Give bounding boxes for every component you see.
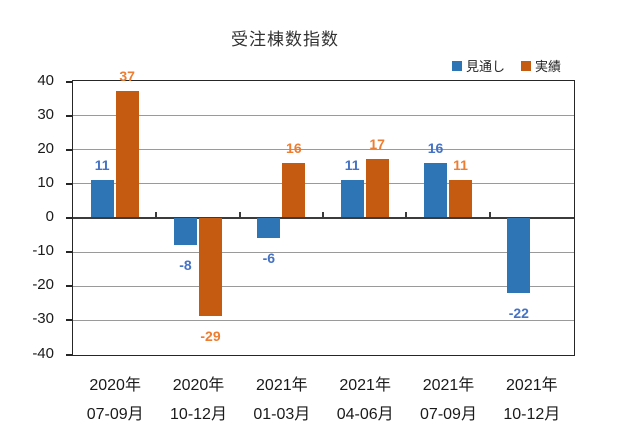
bar-actual-1 bbox=[199, 217, 222, 317]
x-axis-label-line: 10-12月 bbox=[503, 406, 561, 423]
category-tick-mark bbox=[405, 211, 408, 217]
y-axis-tick-mark bbox=[66, 353, 72, 356]
bar-actual-4 bbox=[449, 179, 472, 218]
actual-swatch-icon bbox=[521, 60, 532, 71]
bar-value-label-forecast-0: 11 bbox=[94, 156, 110, 173]
bar-forecast-0 bbox=[90, 179, 114, 218]
bar-forecast-1 bbox=[174, 217, 197, 245]
x-axis-category-label: 2021年 10-12月 bbox=[477, 371, 587, 429]
y-axis-tick-label: -20 bbox=[32, 276, 54, 294]
x-axis-label-line: 07-09月 bbox=[420, 406, 477, 423]
y-axis-tick-label: -10 bbox=[32, 242, 54, 260]
gridline bbox=[73, 115, 574, 116]
x-axis-category-label: 2021年 01-03月 bbox=[227, 371, 337, 429]
y-axis-tick-label: -30 bbox=[32, 310, 54, 328]
y-axis-tick-label: -40 bbox=[32, 344, 54, 362]
forecast-swatch-icon bbox=[452, 60, 462, 71]
legend: 見通し 実績 bbox=[452, 56, 561, 75]
x-axis-label-line: 04-06月 bbox=[336, 406, 394, 423]
legend-label-actual: 実績 bbox=[535, 59, 562, 74]
y-axis-tick-mark bbox=[66, 114, 72, 117]
bar-value-label-actual-2: 16 bbox=[286, 139, 302, 156]
category-tick-mark bbox=[155, 211, 158, 217]
gridline bbox=[73, 252, 574, 253]
y-axis-tick-label: 30 bbox=[37, 105, 54, 123]
x-axis-label-line: 2021年 bbox=[256, 377, 308, 394]
category-tick-mark bbox=[488, 211, 491, 217]
bar-actual-3 bbox=[365, 159, 389, 218]
x-axis-label-line: 2020年 bbox=[89, 377, 141, 394]
y-axis-tick-mark bbox=[66, 217, 72, 219]
y-axis-tick-mark bbox=[66, 148, 72, 151]
chart-title: 受注棟数指数 bbox=[231, 30, 339, 49]
y-axis-tick-mark bbox=[66, 285, 72, 288]
x-axis-label-line: 07-09月 bbox=[86, 406, 144, 423]
category-tick-mark bbox=[238, 211, 241, 217]
bar-value-label-forecast-5: -22 bbox=[508, 304, 529, 321]
y-axis-tick-mark bbox=[66, 319, 72, 322]
x-axis-label-line: 01-03月 bbox=[253, 406, 311, 423]
bar-value-label-forecast-1: -8 bbox=[179, 256, 192, 273]
x-axis-category-label: 2020年 10-12月 bbox=[144, 371, 254, 429]
bar-value-label-actual-0: 37 bbox=[119, 68, 135, 85]
y-axis-tick-label: 40 bbox=[37, 71, 54, 89]
gridline bbox=[73, 320, 574, 321]
y-axis-tick-label: 20 bbox=[37, 139, 54, 157]
bar-value-label-forecast-3: 11 bbox=[344, 156, 360, 173]
gridline bbox=[73, 286, 574, 287]
bar-value-label-forecast-4: 16 bbox=[427, 139, 444, 156]
x-axis-category-label: 2020年 07-09月 bbox=[60, 371, 170, 429]
x-axis-category-label: 2021年 04-06月 bbox=[310, 371, 420, 429]
gridline bbox=[73, 149, 574, 150]
zero-axis-line bbox=[73, 216, 574, 219]
bar-forecast-5 bbox=[507, 217, 531, 293]
x-axis-label-line: 2021年 bbox=[506, 377, 558, 394]
gridline bbox=[73, 183, 574, 184]
x-axis-label-line: 2021年 bbox=[339, 377, 391, 394]
y-axis-tick-mark bbox=[66, 182, 72, 185]
x-axis-label-line: 2020年 bbox=[172, 377, 225, 394]
category-tick-mark bbox=[322, 211, 324, 217]
y-axis-tick-label: 0 bbox=[45, 208, 54, 225]
legend-label-forecast: 見通し bbox=[466, 59, 506, 74]
x-axis-category-label: 2021年 07-09月 bbox=[394, 371, 504, 429]
y-axis-tick-mark bbox=[66, 251, 72, 254]
legend-item-forecast: 見通し bbox=[452, 56, 505, 75]
bar-value-label-actual-4: 11 bbox=[453, 156, 468, 173]
x-axis-label-line: 10-12月 bbox=[170, 406, 227, 423]
x-axis-label-line: 2021年 bbox=[422, 377, 475, 394]
bar-forecast-2 bbox=[257, 217, 281, 238]
y-axis-tick-label: 10 bbox=[37, 173, 54, 191]
bar-value-label-forecast-2: -6 bbox=[262, 249, 276, 266]
bar-value-label-actual-3: 17 bbox=[369, 136, 385, 153]
bar-actual-0 bbox=[115, 91, 139, 218]
bar-forecast-3 bbox=[340, 179, 364, 218]
y-axis-tick-mark bbox=[66, 80, 72, 83]
bar-value-label-actual-1: -29 bbox=[200, 328, 221, 345]
plot-area: 11 -8 -6 11 16 -22 37 -29 16 17 11 bbox=[72, 68, 575, 356]
bar-actual-2 bbox=[282, 162, 306, 218]
bar-forecast-4 bbox=[424, 162, 447, 218]
legend-item-actual: 実績 bbox=[521, 56, 561, 75]
